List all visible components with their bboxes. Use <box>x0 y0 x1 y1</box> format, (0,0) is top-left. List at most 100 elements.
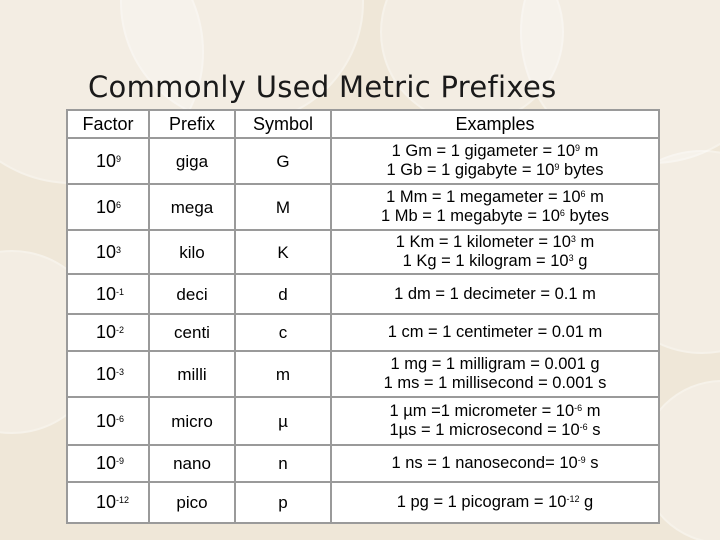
prefix-cell: kilo <box>148 229 236 275</box>
factor-base: 10 <box>96 196 117 217</box>
factor-base: 10 <box>96 322 117 342</box>
slide-title: Commonly Used Metric Prefixes <box>88 70 557 104</box>
prefix-cell: centi <box>148 313 236 352</box>
example-line: 1 Mm = 1 megameter = 106 m <box>332 188 658 207</box>
example-exponent: 6 <box>559 208 565 218</box>
symbol-cell: m <box>234 350 332 398</box>
example-unit: s <box>585 454 599 472</box>
factor-cell: 10-12 <box>66 481 150 524</box>
example-text: 1 Kg = 1 kilogram = 10 <box>402 252 569 270</box>
example-line: 1 dm = 1 decimeter = 0.1 m <box>332 285 658 304</box>
example-line: 1 ns = 1 nanosecond= 10-9 s <box>332 454 658 473</box>
example-text: 1 ms = 1 millisecond = 0.001 s <box>383 374 607 392</box>
prefix-cell: pico <box>148 481 236 524</box>
examples-cell: 1 pg = 1 picogram = 10-12 g <box>330 481 660 524</box>
header-prefix: Prefix <box>148 109 236 139</box>
metric-prefix-table: Factor Prefix Symbol Examples 109 giga G 1 … <box>66 109 660 524</box>
factor-cell: 10-9 <box>66 444 150 483</box>
factor-cell: 10-6 <box>66 396 150 446</box>
example-exponent: 3 <box>570 234 576 244</box>
example-exponent: 6 <box>580 189 586 199</box>
table-row: 10-1 deci d 1 dm = 1 decimeter = 0.1 m <box>66 273 660 315</box>
symbol-cell: n <box>234 444 332 483</box>
symbol-cell: M <box>234 183 332 231</box>
factor-cell: 106 <box>66 183 150 231</box>
factor-exponent: 3 <box>116 244 122 255</box>
example-unit: m <box>582 402 601 420</box>
table-header-row: Factor Prefix Symbol Examples <box>66 109 660 139</box>
example-unit: bytes <box>559 161 604 179</box>
example-unit: bytes <box>564 207 609 225</box>
example-line: 1 Km = 1 kilometer = 103 m <box>332 233 658 252</box>
example-text: 1 ns = 1 nanosecond= 10 <box>391 454 578 472</box>
example-text: 1 Mm = 1 megameter = 10 <box>386 188 581 206</box>
symbol-cell: d <box>234 273 332 315</box>
example-text: 1 Mb = 1 megabyte = 10 <box>381 207 560 225</box>
factor-cell: 109 <box>66 137 150 185</box>
factor-exponent: -3 <box>116 366 125 377</box>
example-text: 1 pg = 1 picogram = 10 <box>396 493 567 511</box>
factor-cell: 10-3 <box>66 350 150 398</box>
factor-exponent: -12 <box>116 495 130 505</box>
header-examples: Examples <box>330 109 660 139</box>
example-unit: m <box>580 142 599 160</box>
header-symbol: Symbol <box>234 109 332 139</box>
example-text: 1 µm =1 micrometer = 10 <box>389 402 575 420</box>
symbol-cell: c <box>234 313 332 352</box>
example-exponent: 3 <box>568 253 574 263</box>
factor-base: 10 <box>96 241 117 262</box>
factor-base: 10 <box>96 150 117 171</box>
factor-exponent: -6 <box>116 413 125 424</box>
prefix-cell: micro <box>148 396 236 446</box>
example-line: 1 µm =1 micrometer = 10-6 m <box>332 402 658 421</box>
example-line: 1 Kg = 1 kilogram = 103 g <box>332 252 658 271</box>
examples-cell: 1 ns = 1 nanosecond= 10-9 s <box>330 444 660 483</box>
factor-cell: 103 <box>66 229 150 275</box>
example-text: 1 Gm = 1 gigameter = 10 <box>391 142 576 160</box>
example-unit: g <box>579 493 594 511</box>
example-unit: m <box>585 188 604 206</box>
factor-base: 10 <box>96 283 117 304</box>
factor-exponent: 6 <box>116 199 122 210</box>
example-unit: g <box>573 252 588 270</box>
symbol-cell: G <box>234 137 332 185</box>
example-unit: m <box>575 233 595 251</box>
symbol-cell: K <box>234 229 332 275</box>
example-line: 1 mg = 1 milligram = 0.001 g <box>332 355 658 374</box>
example-exponent: -6 <box>579 422 588 432</box>
table-row: 10-6 micro µ 1 µm =1 micrometer = 10-6 m 1µs… <box>66 396 660 446</box>
example-line: 1 pg = 1 picogram = 10-12 g <box>332 493 658 512</box>
example-line: 1 Gm = 1 gigameter = 109 m <box>332 142 658 161</box>
example-line: 1 cm = 1 centimeter = 0.01 m <box>332 323 658 342</box>
symbol-cell: µ <box>234 396 332 446</box>
factor-exponent: -1 <box>116 286 125 297</box>
example-exponent: -9 <box>577 455 586 465</box>
symbol-cell: p <box>234 481 332 524</box>
example-exponent: 9 <box>554 162 560 172</box>
example-line: 1 ms = 1 millisecond = 0.001 s <box>332 374 658 393</box>
example-exponent: -6 <box>574 403 583 413</box>
prefix-cell: milli <box>148 350 236 398</box>
factor-cell: 10-2 <box>66 313 150 352</box>
factor-base: 10 <box>96 453 117 473</box>
example-text: 1 dm = 1 decimeter = 0.1 m <box>394 284 596 303</box>
example-text: 1 cm = 1 centimeter = 0.01 m <box>387 323 603 341</box>
example-exponent: -12 <box>566 494 580 504</box>
factor-exponent: -2 <box>116 325 125 335</box>
factor-exponent: 9 <box>116 153 122 164</box>
table-row: 10-9 nano n 1 ns = 1 nanosecond= 10-9 s <box>66 444 660 483</box>
factor-exponent: -9 <box>116 456 125 466</box>
prefix-cell: deci <box>148 273 236 315</box>
example-text: 1 mg = 1 milligram = 0.001 g <box>390 355 600 373</box>
example-text: 1µs = 1 microsecond = 10 <box>389 421 580 439</box>
factor-base: 10 <box>96 410 117 431</box>
prefix-cell: giga <box>148 137 236 185</box>
example-line: 1 Mb = 1 megabyte = 106 bytes <box>332 207 658 226</box>
